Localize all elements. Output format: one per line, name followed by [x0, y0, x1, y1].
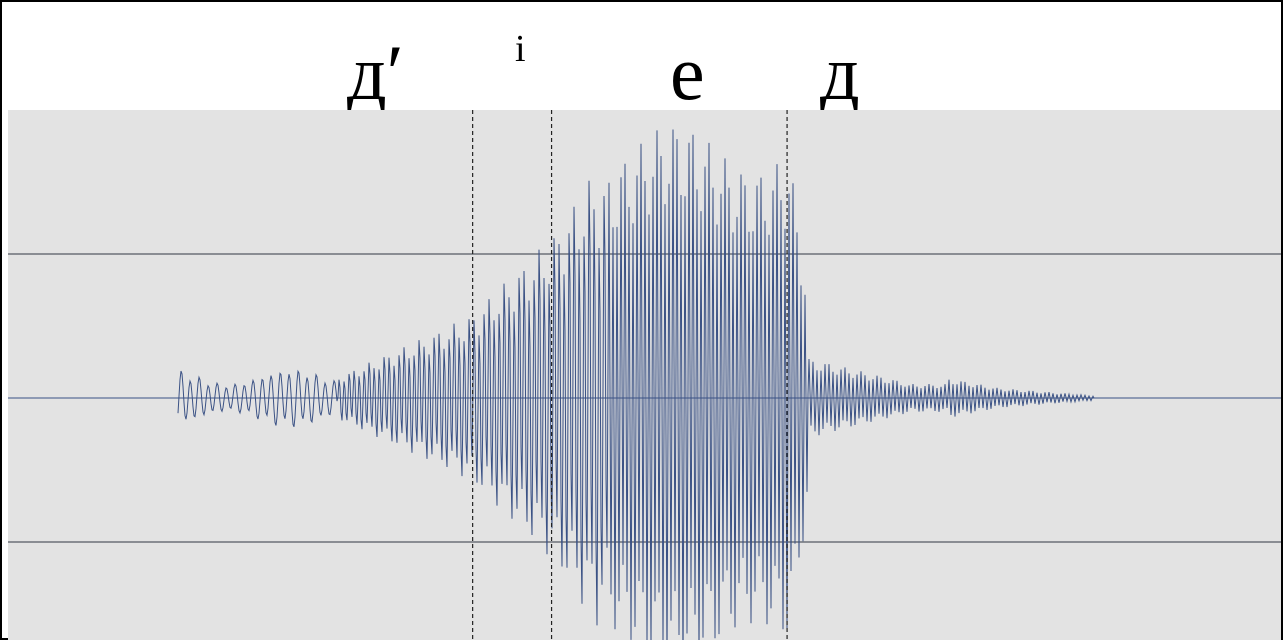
segment-label-d-soft: дʹ — [347, 29, 404, 116]
segment-boundaries — [472, 110, 788, 640]
segment-label-e: е — [670, 29, 705, 116]
segment-label-band: дʹ i е д — [2, 2, 1283, 116]
segment-label-d: д — [820, 29, 860, 116]
waveform-plot — [8, 110, 1281, 640]
waveform-trace — [177, 129, 1095, 640]
segment-label-i: i — [515, 28, 526, 70]
